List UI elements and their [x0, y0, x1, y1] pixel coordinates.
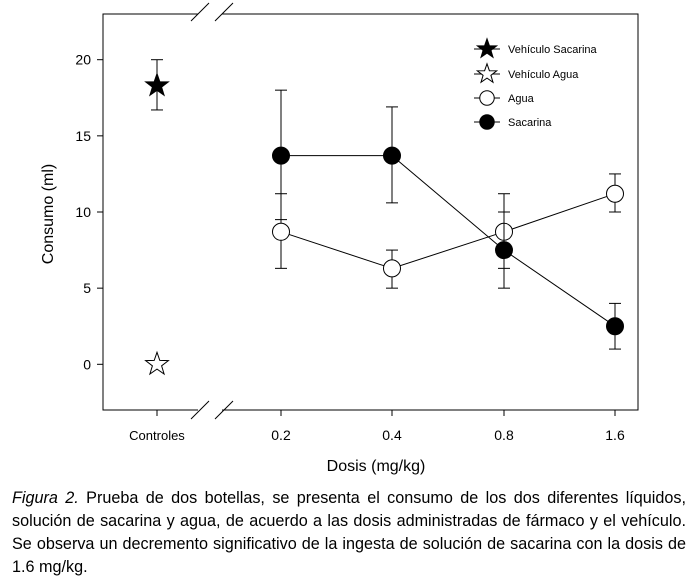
y-axis-label: Consumo (ml) — [40, 164, 57, 264]
break-mark-top-2 — [214, 2, 234, 22]
y-tick-label-3: 15 — [75, 128, 91, 144]
figure-caption: Figura 2. Prueba de dos botellas, se pre… — [12, 487, 686, 579]
legend-label-2: Agua — [508, 93, 535, 105]
legend: Vehículo Sacarina Vehículo Agua Agua Sacari… — [474, 37, 598, 130]
break-mark-bottom-1 — [190, 400, 210, 420]
y-tick-label-4: 20 — [75, 52, 91, 68]
chart: 0 5 10 15 20 Controles 0.2 0.4 0.8 1.6 Consumo (… — [40, 2, 639, 475]
legend-label-0: Vehículo Sacarina — [508, 44, 598, 56]
y-axis-ticks: 0 5 10 15 20 — [75, 52, 103, 372]
legend-marker-1 — [475, 62, 499, 84]
axis-break-marks — [190, 2, 234, 420]
data-point-0 — [272, 146, 290, 165]
plot-area — [144, 59, 624, 376]
caption-text: Prueba de dos botellas, se presenta el c… — [12, 489, 686, 576]
data-point-0 — [272, 222, 290, 241]
series-agua — [272, 173, 624, 289]
figure-label: Figura 2. — [12, 489, 79, 507]
data-point-0 — [144, 350, 170, 376]
data-point-3 — [606, 184, 624, 203]
frame-right-part — [222, 13, 639, 411]
series-sacarina — [272, 89, 624, 350]
legend-label-3: Sacarina — [508, 117, 552, 129]
y-tick-label-2: 10 — [75, 204, 91, 220]
series-veh-culo-sacarina — [144, 59, 170, 111]
legend-marker-2 — [479, 90, 495, 106]
data-point-1 — [383, 146, 401, 165]
frame-left-part — [102, 13, 198, 411]
break-mark-top-1 — [190, 2, 210, 22]
x-axis-ticks: Controles 0.2 0.4 0.8 1.6 — [129, 410, 625, 443]
x-tick-label-2: 0.4 — [382, 427, 402, 443]
legend-marker-0 — [475, 37, 499, 59]
x-tick-label-3: 0.8 — [494, 427, 514, 443]
legend-label-1: Vehículo Agua — [508, 69, 579, 81]
break-mark-bottom-2 — [214, 400, 234, 420]
x-tick-label-0: Controles — [129, 428, 185, 443]
series-line — [280, 193, 616, 269]
x-tick-label-1: 0.2 — [271, 427, 291, 443]
series-line — [281, 155, 616, 327]
data-point-2 — [495, 241, 513, 260]
y-tick-label-0: 0 — [83, 356, 91, 372]
data-point-3 — [606, 317, 624, 336]
data-point-0 — [144, 72, 170, 97]
legend-marker-3 — [479, 114, 495, 130]
series-veh-culo-agua — [144, 350, 170, 376]
data-point-1 — [383, 259, 401, 278]
y-tick-label-1: 5 — [83, 280, 91, 296]
x-tick-label-4: 1.6 — [605, 427, 625, 443]
x-axis-label: Dosis (mg/kg) — [327, 458, 426, 475]
